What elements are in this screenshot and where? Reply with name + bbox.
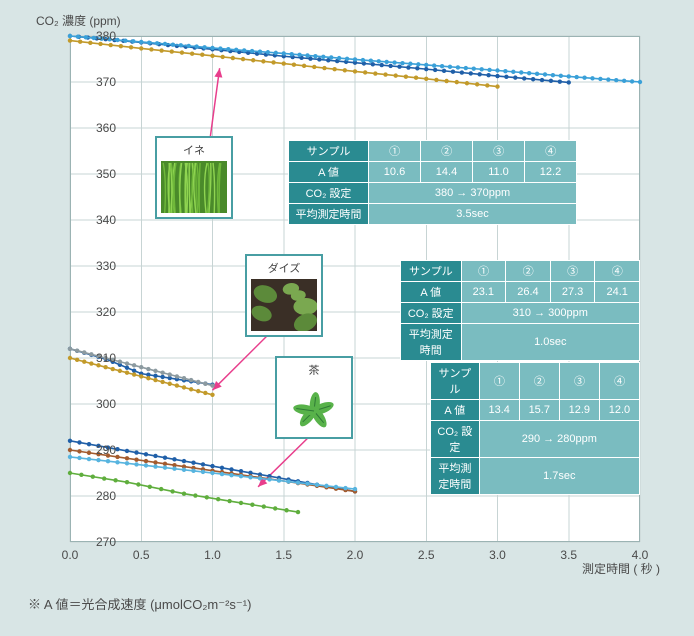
table-cell: ④ xyxy=(525,141,577,162)
table-cell: ③ xyxy=(550,261,595,282)
table-ine: サンプル①②③④ A 値10.614.411.012.2 CO₂ 設定380 → 3… xyxy=(288,140,577,225)
xtick: 0.5 xyxy=(133,548,150,562)
table-cha: サンプル①②③④ A 値13.415.712.912.0 CO₂ 設定290 → 2… xyxy=(430,362,640,495)
table-cell: 1.7sec xyxy=(479,458,639,495)
table-cell: ② xyxy=(421,141,473,162)
table-cell: ③ xyxy=(559,363,599,400)
table-cell: 12.9 xyxy=(559,400,599,421)
xtick: 2.5 xyxy=(418,548,435,562)
ytick: 330 xyxy=(76,259,116,273)
table-row-header: A 値 xyxy=(401,282,462,303)
table-daizu: サンプル①②③④ A 値23.126.427.324.1 CO₂ 設定310 → 3… xyxy=(400,260,640,361)
table-row-header: A 値 xyxy=(289,162,369,183)
table-row-header: 平均測定時間 xyxy=(289,204,369,225)
table-cell: 23.1 xyxy=(461,282,506,303)
table-cell: 10.6 xyxy=(369,162,421,183)
ytick: 320 xyxy=(76,305,116,319)
thumb-ine-label: イネ xyxy=(161,142,227,158)
ytick: 270 xyxy=(76,535,116,549)
table-cell: ② xyxy=(519,363,559,400)
table-cell: ② xyxy=(506,261,551,282)
table-row-header: 平均測定時間 xyxy=(401,324,462,361)
table-row-header: サンプル xyxy=(289,141,369,162)
table-cell: 3.5sec xyxy=(369,204,577,225)
ytick: 310 xyxy=(76,351,116,365)
thumb-daizu-label: ダイズ xyxy=(251,260,317,276)
xtick: 1.0 xyxy=(204,548,221,562)
table-row-header: A 値 xyxy=(431,400,480,421)
table-cell: 13.4 xyxy=(479,400,519,421)
ytick: 340 xyxy=(76,213,116,227)
plot-area: イネ ダイズ 茶 サンプル①②③④A 値10.614.411.012.2CO₂ … xyxy=(70,36,640,542)
table-row-header: サンプル xyxy=(431,363,480,400)
table-cell: 26.4 xyxy=(506,282,551,303)
table-cell: 310 → 300ppm xyxy=(461,303,639,324)
table-cell: 1.0sec xyxy=(461,324,639,361)
table-cell: 24.1 xyxy=(595,282,640,303)
table-row-header: 平均測定時間 xyxy=(431,458,480,495)
ytick: 360 xyxy=(76,121,116,135)
thumb-cha: 茶 xyxy=(275,356,353,439)
x-axis-title: 測定時間 ( 秒 ) xyxy=(582,560,660,577)
table-row-header: サンプル xyxy=(401,261,462,282)
table-cell: 290 → 280ppm xyxy=(479,421,639,458)
ytick: 300 xyxy=(76,397,116,411)
xtick: 2.0 xyxy=(347,548,364,562)
ytick: 370 xyxy=(76,75,116,89)
ytick: 290 xyxy=(76,443,116,457)
thumb-ine: イネ xyxy=(155,136,233,219)
table-cell: 14.4 xyxy=(421,162,473,183)
xtick: 1.5 xyxy=(275,548,292,562)
thumb-daizu-image xyxy=(251,279,317,331)
y-axis-title: CO₂ 濃度 (ppm) xyxy=(36,12,121,29)
table-cell: 380 → 370ppm xyxy=(369,183,577,204)
ytick: 350 xyxy=(76,167,116,181)
table-cell: 12.2 xyxy=(525,162,577,183)
ytick: 380 xyxy=(76,29,116,43)
table-row-header: CO₂ 設定 xyxy=(401,303,462,324)
ytick: 280 xyxy=(76,489,116,503)
thumb-ine-image xyxy=(161,161,227,213)
thumb-daizu: ダイズ xyxy=(245,254,323,337)
xtick: 0.0 xyxy=(62,548,79,562)
table-cell: ① xyxy=(369,141,421,162)
thumb-cha-label: 茶 xyxy=(281,362,347,378)
table-cell: 12.0 xyxy=(599,400,639,421)
footnote: ※ A 値＝光合成速度 (μmolCO₂m⁻²s⁻¹) xyxy=(28,594,251,613)
table-row-header: CO₂ 設定 xyxy=(431,421,480,458)
table-cell: 11.0 xyxy=(473,162,525,183)
xtick: 3.0 xyxy=(489,548,506,562)
xtick: 3.5 xyxy=(560,548,577,562)
table-cell: 27.3 xyxy=(550,282,595,303)
table-cell: ① xyxy=(461,261,506,282)
xtick: 4.0 xyxy=(632,548,649,562)
table-cell: ④ xyxy=(599,363,639,400)
table-cell: ③ xyxy=(473,141,525,162)
thumb-cha-image xyxy=(281,381,347,433)
table-cell: ① xyxy=(479,363,519,400)
table-cell: 15.7 xyxy=(519,400,559,421)
table-cell: ④ xyxy=(595,261,640,282)
table-row-header: CO₂ 設定 xyxy=(289,183,369,204)
